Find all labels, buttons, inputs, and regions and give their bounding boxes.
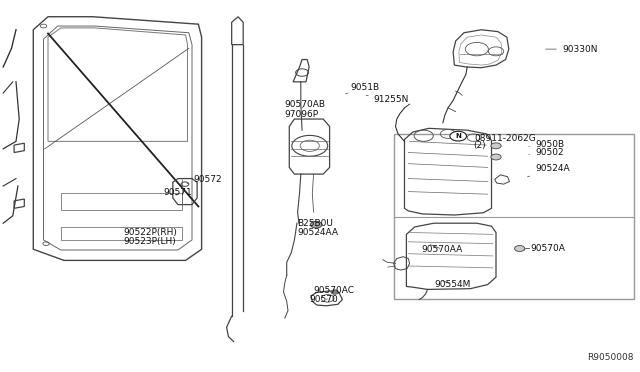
Circle shape (515, 246, 525, 251)
Text: 90570A: 90570A (524, 244, 564, 253)
Text: 9051B: 9051B (346, 83, 380, 94)
Text: 97096P: 97096P (284, 110, 318, 119)
Circle shape (491, 154, 501, 160)
Circle shape (310, 221, 322, 228)
Text: 90570AC: 90570AC (314, 286, 355, 295)
Text: (2): (2) (473, 141, 486, 150)
Text: 08911-2062G: 08911-2062G (474, 134, 536, 143)
Text: 90571: 90571 (164, 188, 193, 197)
Text: 90502: 90502 (529, 148, 564, 157)
Text: 90330N: 90330N (545, 45, 597, 54)
Text: 90524AA: 90524AA (298, 228, 339, 237)
Text: N: N (455, 133, 461, 139)
Text: 90570AA: 90570AA (422, 245, 463, 254)
Circle shape (331, 290, 339, 294)
Text: 90554M: 90554M (434, 280, 470, 289)
Text: R9050008: R9050008 (587, 353, 634, 362)
Circle shape (491, 143, 501, 149)
Bar (394, 134, 634, 299)
Circle shape (450, 131, 467, 141)
Text: 91255N: 91255N (366, 95, 409, 104)
Text: 9050B: 9050B (529, 140, 564, 149)
Text: 90570: 90570 (309, 295, 338, 304)
Text: 90570AB: 90570AB (284, 100, 325, 109)
Text: 90572: 90572 (187, 175, 222, 184)
Text: B25B0U: B25B0U (298, 219, 333, 228)
Text: 90524A: 90524A (527, 164, 570, 177)
Text: 90523P(LH): 90523P(LH) (123, 237, 175, 246)
Text: 90522P(RH): 90522P(RH) (123, 228, 177, 237)
